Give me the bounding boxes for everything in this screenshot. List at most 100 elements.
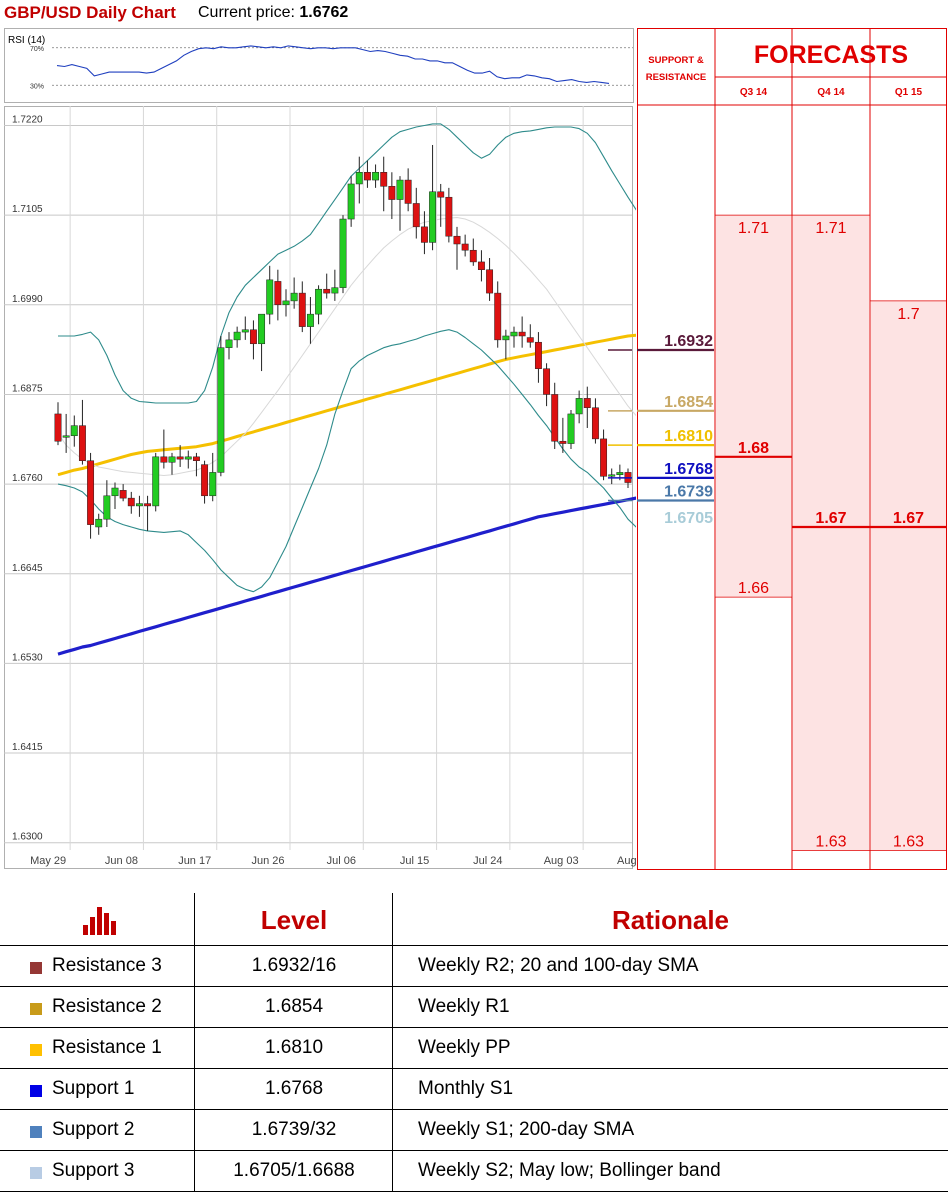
level-value: 1.6705/1.6688 — [233, 1160, 355, 1181]
rationale-column-header: Rationale — [611, 905, 730, 935]
forecast-col-header: Q1 15 — [895, 87, 923, 98]
candle — [306, 297, 314, 344]
candle-body — [355, 172, 363, 185]
candle-body — [217, 347, 225, 473]
level-swatch — [30, 1126, 42, 1138]
candle — [518, 316, 526, 348]
candle-body — [241, 329, 249, 333]
candle-body — [152, 456, 160, 507]
rsi-tick-label: 30% — [30, 83, 44, 90]
candle-body — [168, 456, 176, 463]
candle — [62, 413, 70, 453]
candle — [119, 484, 127, 502]
candle-body — [54, 413, 62, 442]
current-price: Current price: 1.6762 — [198, 4, 348, 22]
candle — [282, 289, 290, 317]
candle-body — [543, 368, 551, 395]
level-rationale: Weekly S1; 200-day SMA — [418, 1119, 635, 1140]
forecast-median: 1.68 — [738, 440, 769, 457]
candle — [412, 187, 420, 239]
candle — [298, 281, 306, 333]
y-tick-label: 1.7105 — [12, 204, 43, 215]
candle — [429, 144, 437, 251]
level-value: 1.6932/16 — [251, 955, 337, 976]
level-value: 1.6739/32 — [251, 1119, 337, 1140]
forecast-col-header: Q4 14 — [817, 87, 845, 98]
rsi-panel: RSI (14)70% 30% — [4, 28, 634, 103]
rsi-title: RSI (14) — [8, 35, 45, 46]
candle-body — [282, 300, 290, 306]
y-tick-label: 1.6530 — [12, 652, 43, 663]
candle — [274, 269, 282, 321]
candle — [78, 399, 86, 465]
forecast-median: 1.67 — [815, 510, 846, 527]
candle — [551, 382, 559, 450]
candle — [160, 429, 168, 469]
level-rationale: Weekly R2; 20 and 100-day SMA — [418, 955, 699, 976]
level-name: Resistance 2 — [52, 996, 162, 1017]
candle — [420, 211, 428, 255]
level-rationale: Weekly S2; May low; Bollinger band — [418, 1160, 721, 1181]
sr-header-line1: SUPPORT & — [648, 55, 704, 66]
candle — [502, 329, 510, 360]
forecast-col-header: Q3 14 — [740, 87, 768, 98]
candle-body — [119, 490, 127, 499]
candle-body — [494, 292, 502, 341]
candle-body — [469, 249, 477, 263]
rsi-line — [56, 45, 610, 84]
candle-body — [144, 503, 152, 507]
candle-body — [339, 218, 347, 288]
x-tick-label: Jun 26 — [251, 855, 284, 867]
candle-body — [412, 203, 420, 228]
candle — [70, 415, 78, 447]
level-name: Support 2 — [52, 1119, 135, 1140]
candle — [543, 363, 551, 407]
level-rationale: Weekly PP — [418, 1037, 511, 1058]
y-tick-label: 1.6990 — [12, 294, 43, 305]
level-rationale: Weekly R1 — [418, 996, 510, 1017]
forecast-median: 1.67 — [893, 510, 924, 527]
candle-body — [420, 226, 428, 243]
candle — [209, 452, 217, 502]
candle-body — [209, 472, 217, 497]
candle — [266, 265, 274, 325]
y-tick-label: 1.6875 — [12, 383, 43, 394]
candle — [290, 277, 298, 309]
candle — [486, 258, 494, 301]
table-row: Resistance 1 1.6810 Weekly PP — [0, 1028, 948, 1069]
candle — [534, 332, 542, 383]
level-column-header: Level — [260, 905, 328, 935]
sr-level-label: 1.6739 — [664, 483, 713, 500]
candle-body — [103, 495, 111, 520]
price-chart: 1.7220 1.7105 1.6990 1.6875 1.6760 1.6645 1.65… — [4, 106, 636, 869]
forecast-range-band — [793, 215, 869, 851]
y-tick-label: 1.6415 — [12, 742, 43, 753]
x-tick-label: May 29 — [30, 855, 66, 867]
candle — [445, 187, 453, 243]
candle-body — [372, 172, 380, 181]
level-value: 1.6854 — [264, 996, 324, 1017]
sr-level-label: 1.6932 — [664, 333, 713, 350]
x-tick-label: Aug 12 — [617, 855, 636, 867]
candle-body — [70, 425, 78, 437]
candle-body — [608, 474, 616, 477]
level-value: 1.6768 — [264, 1078, 324, 1099]
candle-body — [502, 335, 510, 341]
candle-body — [306, 313, 314, 327]
x-tick-label: Jun 17 — [178, 855, 211, 867]
level-swatch — [30, 1003, 42, 1015]
candle — [608, 468, 616, 485]
table-row: Support 1 1.6768 Monthly S1 — [0, 1069, 948, 1110]
candle-body — [567, 413, 575, 444]
sr-level-label: 1.6705 — [664, 510, 713, 527]
candle-body — [453, 235, 461, 245]
table-divider — [392, 893, 393, 1192]
candle-body — [486, 269, 494, 294]
candle — [583, 386, 591, 428]
candle — [225, 332, 233, 360]
candle — [176, 445, 184, 467]
candle-body — [258, 313, 266, 345]
candle — [347, 176, 355, 227]
candle — [600, 429, 608, 481]
plot-frame — [4, 106, 633, 869]
